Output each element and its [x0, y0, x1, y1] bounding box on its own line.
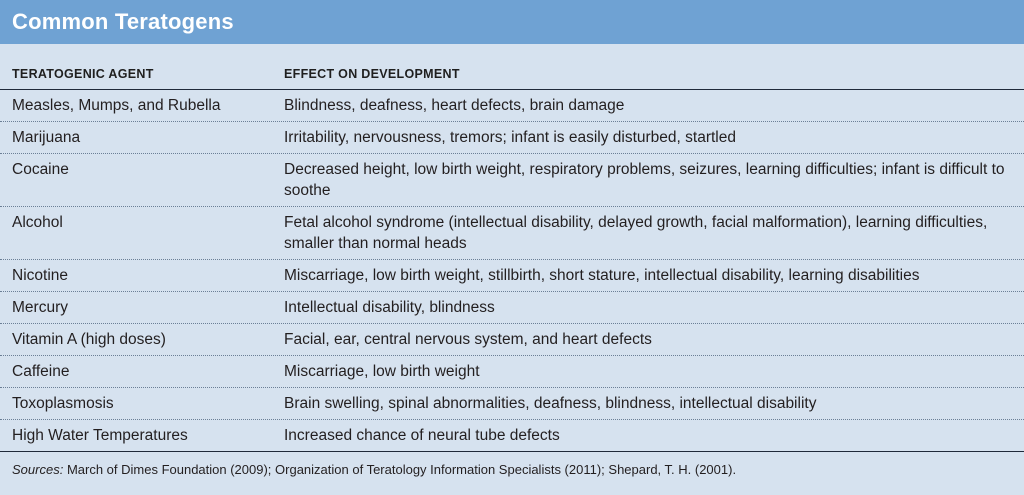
page-title: Common Teratogens [12, 9, 234, 34]
table-row: Mercury Intellectual disability, blindne… [0, 292, 1024, 324]
sources-text: March of Dimes Foundation (2009); Organi… [66, 462, 737, 477]
agent-cell: Caffeine [12, 363, 70, 380]
effect-cell: Increased chance of neural tube defects [284, 427, 560, 444]
table-row: Nicotine Miscarriage, low birth weight, … [0, 260, 1024, 292]
effect-cell: Fetal alcohol syndrome (intellectual dis… [284, 214, 988, 252]
header-effect-cell: EFFECT ON DEVELOPMENT [284, 65, 1024, 83]
agent-cell: High Water Temperatures [12, 427, 188, 444]
effect-cell: Blindness, deafness, heart defects, brai… [284, 97, 625, 114]
agent-cell: Nicotine [12, 267, 68, 284]
header-agent: TERATOGENIC AGENT [12, 67, 154, 81]
table-header: TERATOGENIC AGENT EFFECT ON DEVELOPMENT [0, 44, 1024, 90]
teratogens-table: TERATOGENIC AGENT EFFECT ON DEVELOPMENT … [0, 44, 1024, 452]
table-row: Vitamin A (high doses) Facial, ear, cent… [0, 324, 1024, 356]
table-row: High Water Temperatures Increased chance… [0, 420, 1024, 452]
table-row: Caffeine Miscarriage, low birth weight [0, 356, 1024, 388]
title-bar: Common Teratogens [0, 0, 1024, 44]
effect-cell: Facial, ear, central nervous system, and… [284, 331, 652, 348]
agent-cell: Alcohol [12, 214, 63, 231]
agent-cell: Measles, Mumps, and Rubella [12, 97, 221, 114]
table-row: Marijuana Irritability, nervousness, tre… [0, 122, 1024, 154]
agent-cell: Cocaine [12, 161, 69, 178]
effect-cell: Brain swelling, spinal abnormalities, de… [284, 395, 817, 412]
effect-cell: Miscarriage, low birth weight, stillbirt… [284, 267, 920, 284]
table-row: Measles, Mumps, and Rubella Blindness, d… [0, 90, 1024, 122]
header-agent-cell: TERATOGENIC AGENT [0, 65, 284, 83]
header-effect: EFFECT ON DEVELOPMENT [284, 67, 460, 81]
effect-cell: Intellectual disability, blindness [284, 299, 495, 316]
sources-note: Sources: March of Dimes Foundation (2009… [0, 462, 1024, 477]
effect-cell: Decreased height, low birth weight, resp… [284, 161, 1005, 199]
table-row: Toxoplasmosis Brain swelling, spinal abn… [0, 388, 1024, 420]
agent-cell: Toxoplasmosis [12, 395, 114, 412]
table-row: Alcohol Fetal alcohol syndrome (intellec… [0, 207, 1024, 260]
table-row: Cocaine Decreased height, low birth weig… [0, 154, 1024, 207]
effect-cell: Irritability, nervousness, tremors; infa… [284, 129, 736, 146]
agent-cell: Mercury [12, 299, 68, 316]
sources-label: Sources: [12, 462, 64, 477]
agent-cell: Marijuana [12, 129, 81, 146]
agent-cell: Vitamin A (high doses) [12, 331, 166, 348]
effect-cell: Miscarriage, low birth weight [284, 363, 480, 380]
